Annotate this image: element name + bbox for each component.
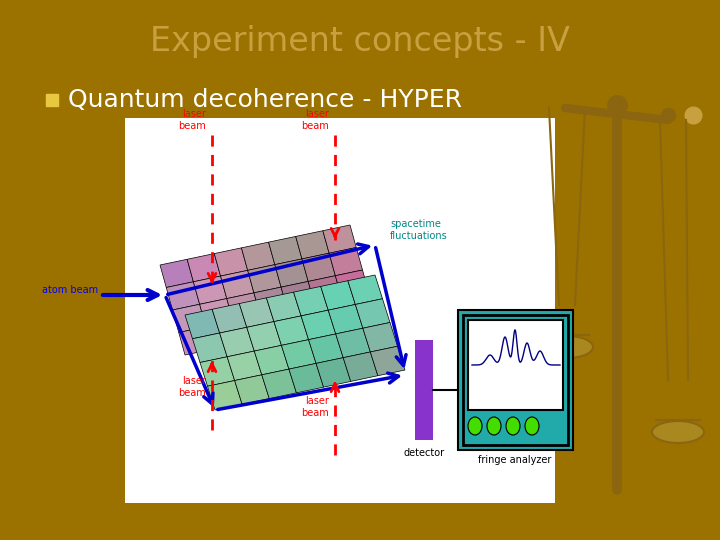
Polygon shape	[254, 346, 289, 375]
Polygon shape	[275, 259, 308, 287]
Polygon shape	[233, 315, 266, 343]
Bar	[415, 340, 433, 440]
Text: detector: detector	[403, 448, 444, 458]
Polygon shape	[212, 303, 247, 333]
Text: Quantum decoherence - HYPER: Quantum decoherence - HYPER	[68, 88, 462, 112]
Polygon shape	[227, 293, 260, 321]
Text: fringe analyzer: fringe analyzer	[478, 455, 552, 465]
Polygon shape	[239, 298, 274, 327]
Polygon shape	[207, 381, 242, 410]
Polygon shape	[281, 281, 315, 309]
Ellipse shape	[525, 417, 539, 435]
Ellipse shape	[468, 417, 482, 435]
Polygon shape	[262, 369, 297, 399]
Polygon shape	[194, 276, 227, 304]
Polygon shape	[320, 281, 356, 310]
Bar	[125, 118, 555, 503]
Polygon shape	[199, 299, 233, 327]
Text: laser
beam: laser beam	[179, 376, 206, 397]
Polygon shape	[282, 340, 316, 369]
Text: atom beam: atom beam	[42, 285, 98, 295]
Polygon shape	[363, 322, 397, 352]
Polygon shape	[200, 357, 235, 386]
Polygon shape	[336, 328, 370, 357]
Polygon shape	[370, 346, 405, 376]
Polygon shape	[287, 304, 320, 332]
Polygon shape	[323, 225, 356, 253]
Polygon shape	[192, 333, 227, 362]
Polygon shape	[343, 352, 378, 381]
Polygon shape	[269, 237, 302, 265]
Polygon shape	[248, 265, 281, 293]
Polygon shape	[266, 292, 301, 322]
Polygon shape	[220, 271, 254, 299]
Polygon shape	[289, 363, 323, 393]
Ellipse shape	[487, 417, 501, 435]
Bar	[463, 315, 568, 445]
Polygon shape	[356, 299, 390, 328]
Polygon shape	[254, 287, 287, 315]
Polygon shape	[166, 282, 199, 310]
Polygon shape	[336, 270, 369, 298]
Polygon shape	[260, 309, 294, 338]
Polygon shape	[241, 242, 275, 271]
Text: laser
beam: laser beam	[301, 396, 329, 417]
Polygon shape	[329, 247, 362, 276]
Polygon shape	[316, 357, 351, 387]
Polygon shape	[302, 253, 336, 281]
Polygon shape	[220, 327, 254, 357]
Polygon shape	[301, 310, 336, 340]
Text: laser
beam: laser beam	[301, 110, 329, 131]
Polygon shape	[348, 275, 382, 305]
Polygon shape	[247, 322, 282, 351]
Polygon shape	[308, 276, 341, 304]
Text: spacetime
fluctuations: spacetime fluctuations	[390, 219, 448, 241]
Polygon shape	[187, 254, 220, 282]
Bar	[458, 310, 573, 450]
Text: Experiment concepts - IV: Experiment concepts - IV	[150, 25, 570, 58]
Polygon shape	[206, 321, 239, 349]
Polygon shape	[296, 231, 329, 259]
Polygon shape	[215, 248, 248, 276]
Polygon shape	[328, 305, 363, 334]
Polygon shape	[173, 304, 206, 333]
Polygon shape	[341, 293, 375, 321]
Polygon shape	[179, 327, 212, 355]
Polygon shape	[309, 334, 343, 363]
Polygon shape	[185, 309, 220, 339]
Ellipse shape	[506, 417, 520, 435]
Polygon shape	[160, 259, 194, 287]
Polygon shape	[274, 316, 309, 346]
Polygon shape	[315, 298, 348, 326]
Text: laser
beam: laser beam	[179, 110, 206, 131]
Polygon shape	[235, 375, 269, 404]
Polygon shape	[227, 351, 262, 381]
Ellipse shape	[541, 336, 593, 358]
Ellipse shape	[652, 421, 704, 443]
Polygon shape	[294, 286, 328, 316]
Bar	[468, 320, 563, 410]
